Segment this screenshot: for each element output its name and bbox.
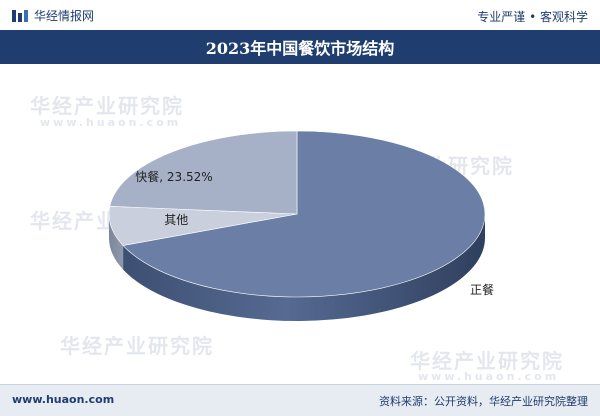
pie-data-label: 正餐 [470, 282, 494, 297]
pie-slice-side-正餐 [123, 214, 486, 321]
brand: 华经情报网 [12, 7, 94, 24]
brand-logo-icon [12, 9, 28, 22]
pie-slice-side-其他 [109, 214, 124, 270]
pie-sides [109, 214, 486, 321]
pie-labels: 正餐 其他 快餐, 23.52% [135, 169, 494, 297]
top-bar: 华经情报网 专业严谨 • 客观科学 [0, 0, 600, 30]
slogan: 专业严谨 • 客观科学 [477, 10, 588, 24]
pie-slice-快餐 [109, 130, 298, 215]
brand-name: 华经情报网 [34, 9, 95, 23]
footer-website: www.huaon.com [12, 393, 115, 406]
footer: www.huaon.com 资料来源：公开资料，华经产业研究院整理 [0, 384, 600, 416]
pie-data-label: 其他 [164, 213, 188, 227]
pie-data-label: 快餐, 23.52% [135, 169, 212, 184]
pie-slice-正餐 [122, 130, 486, 298]
pie-chart: 正餐 其他 快餐, 23.52% [108, 130, 494, 321]
footer-source: 资料来源：公开资料，华经产业研究院整理 [379, 395, 588, 408]
chart-title: 2023年中国餐饮市场结构 [205, 39, 395, 58]
title-bar: 2023年中国餐饮市场结构 [0, 30, 600, 64]
pie-top [108, 130, 486, 298]
